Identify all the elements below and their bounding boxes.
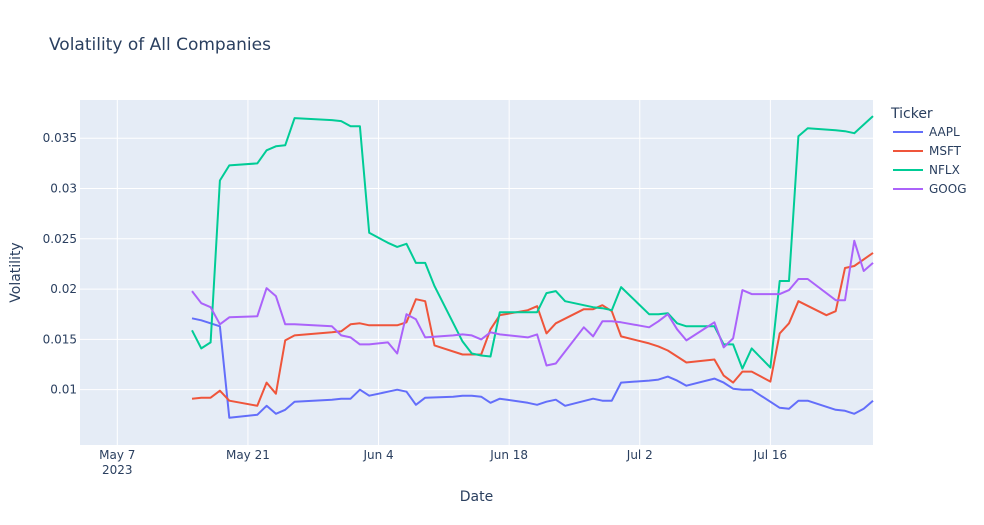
x-tick-sublabel: 2023 bbox=[102, 463, 133, 477]
legend-item-aapl[interactable]: AAPL bbox=[893, 125, 960, 139]
gridlines bbox=[80, 100, 873, 445]
x-tick-label: May 21 bbox=[226, 448, 270, 462]
legend-label: GOOG bbox=[929, 182, 967, 196]
legend-item-goog[interactable]: GOOG bbox=[893, 182, 967, 196]
legend-label: NFLX bbox=[929, 163, 960, 177]
legend-label: MSFT bbox=[929, 144, 962, 158]
x-axis-title: Date bbox=[460, 489, 493, 505]
plot-area bbox=[80, 100, 873, 445]
y-axis-title: Volatility bbox=[8, 242, 24, 302]
x-tick-label: Jul 2 bbox=[626, 448, 653, 462]
legend-item-nflx[interactable]: NFLX bbox=[893, 163, 960, 177]
y-tick-label: 0.01 bbox=[50, 383, 77, 397]
legend-label: AAPL bbox=[929, 125, 960, 139]
chart-title: Volatility of All Companies bbox=[49, 35, 271, 55]
legend[interactable]: Ticker AAPL MSFT NFLX GOOG bbox=[890, 106, 967, 196]
legend-title: Ticker bbox=[890, 106, 933, 122]
legend-item-msft[interactable]: MSFT bbox=[893, 144, 962, 158]
series-line-nflx bbox=[191, 115, 874, 370]
series-line-goog bbox=[191, 239, 874, 367]
x-tick-label: May 7 bbox=[99, 448, 135, 462]
y-tick-label: 0.015 bbox=[43, 332, 77, 346]
series-line-msft bbox=[191, 252, 874, 407]
y-axis-ticks: 0.01 0.015 0.02 0.025 0.03 0.035 bbox=[43, 131, 77, 396]
y-tick-label: 0.02 bbox=[50, 282, 77, 296]
series-line-aapl bbox=[191, 317, 874, 419]
x-tick-label: Jun 18 bbox=[489, 448, 528, 462]
series-lines bbox=[191, 115, 874, 419]
x-tick-label: Jul 16 bbox=[753, 448, 788, 462]
y-tick-label: 0.035 bbox=[43, 131, 77, 145]
y-tick-label: 0.025 bbox=[43, 232, 77, 246]
x-tick-label: Jun 4 bbox=[362, 448, 393, 462]
y-tick-label: 0.03 bbox=[50, 182, 77, 196]
